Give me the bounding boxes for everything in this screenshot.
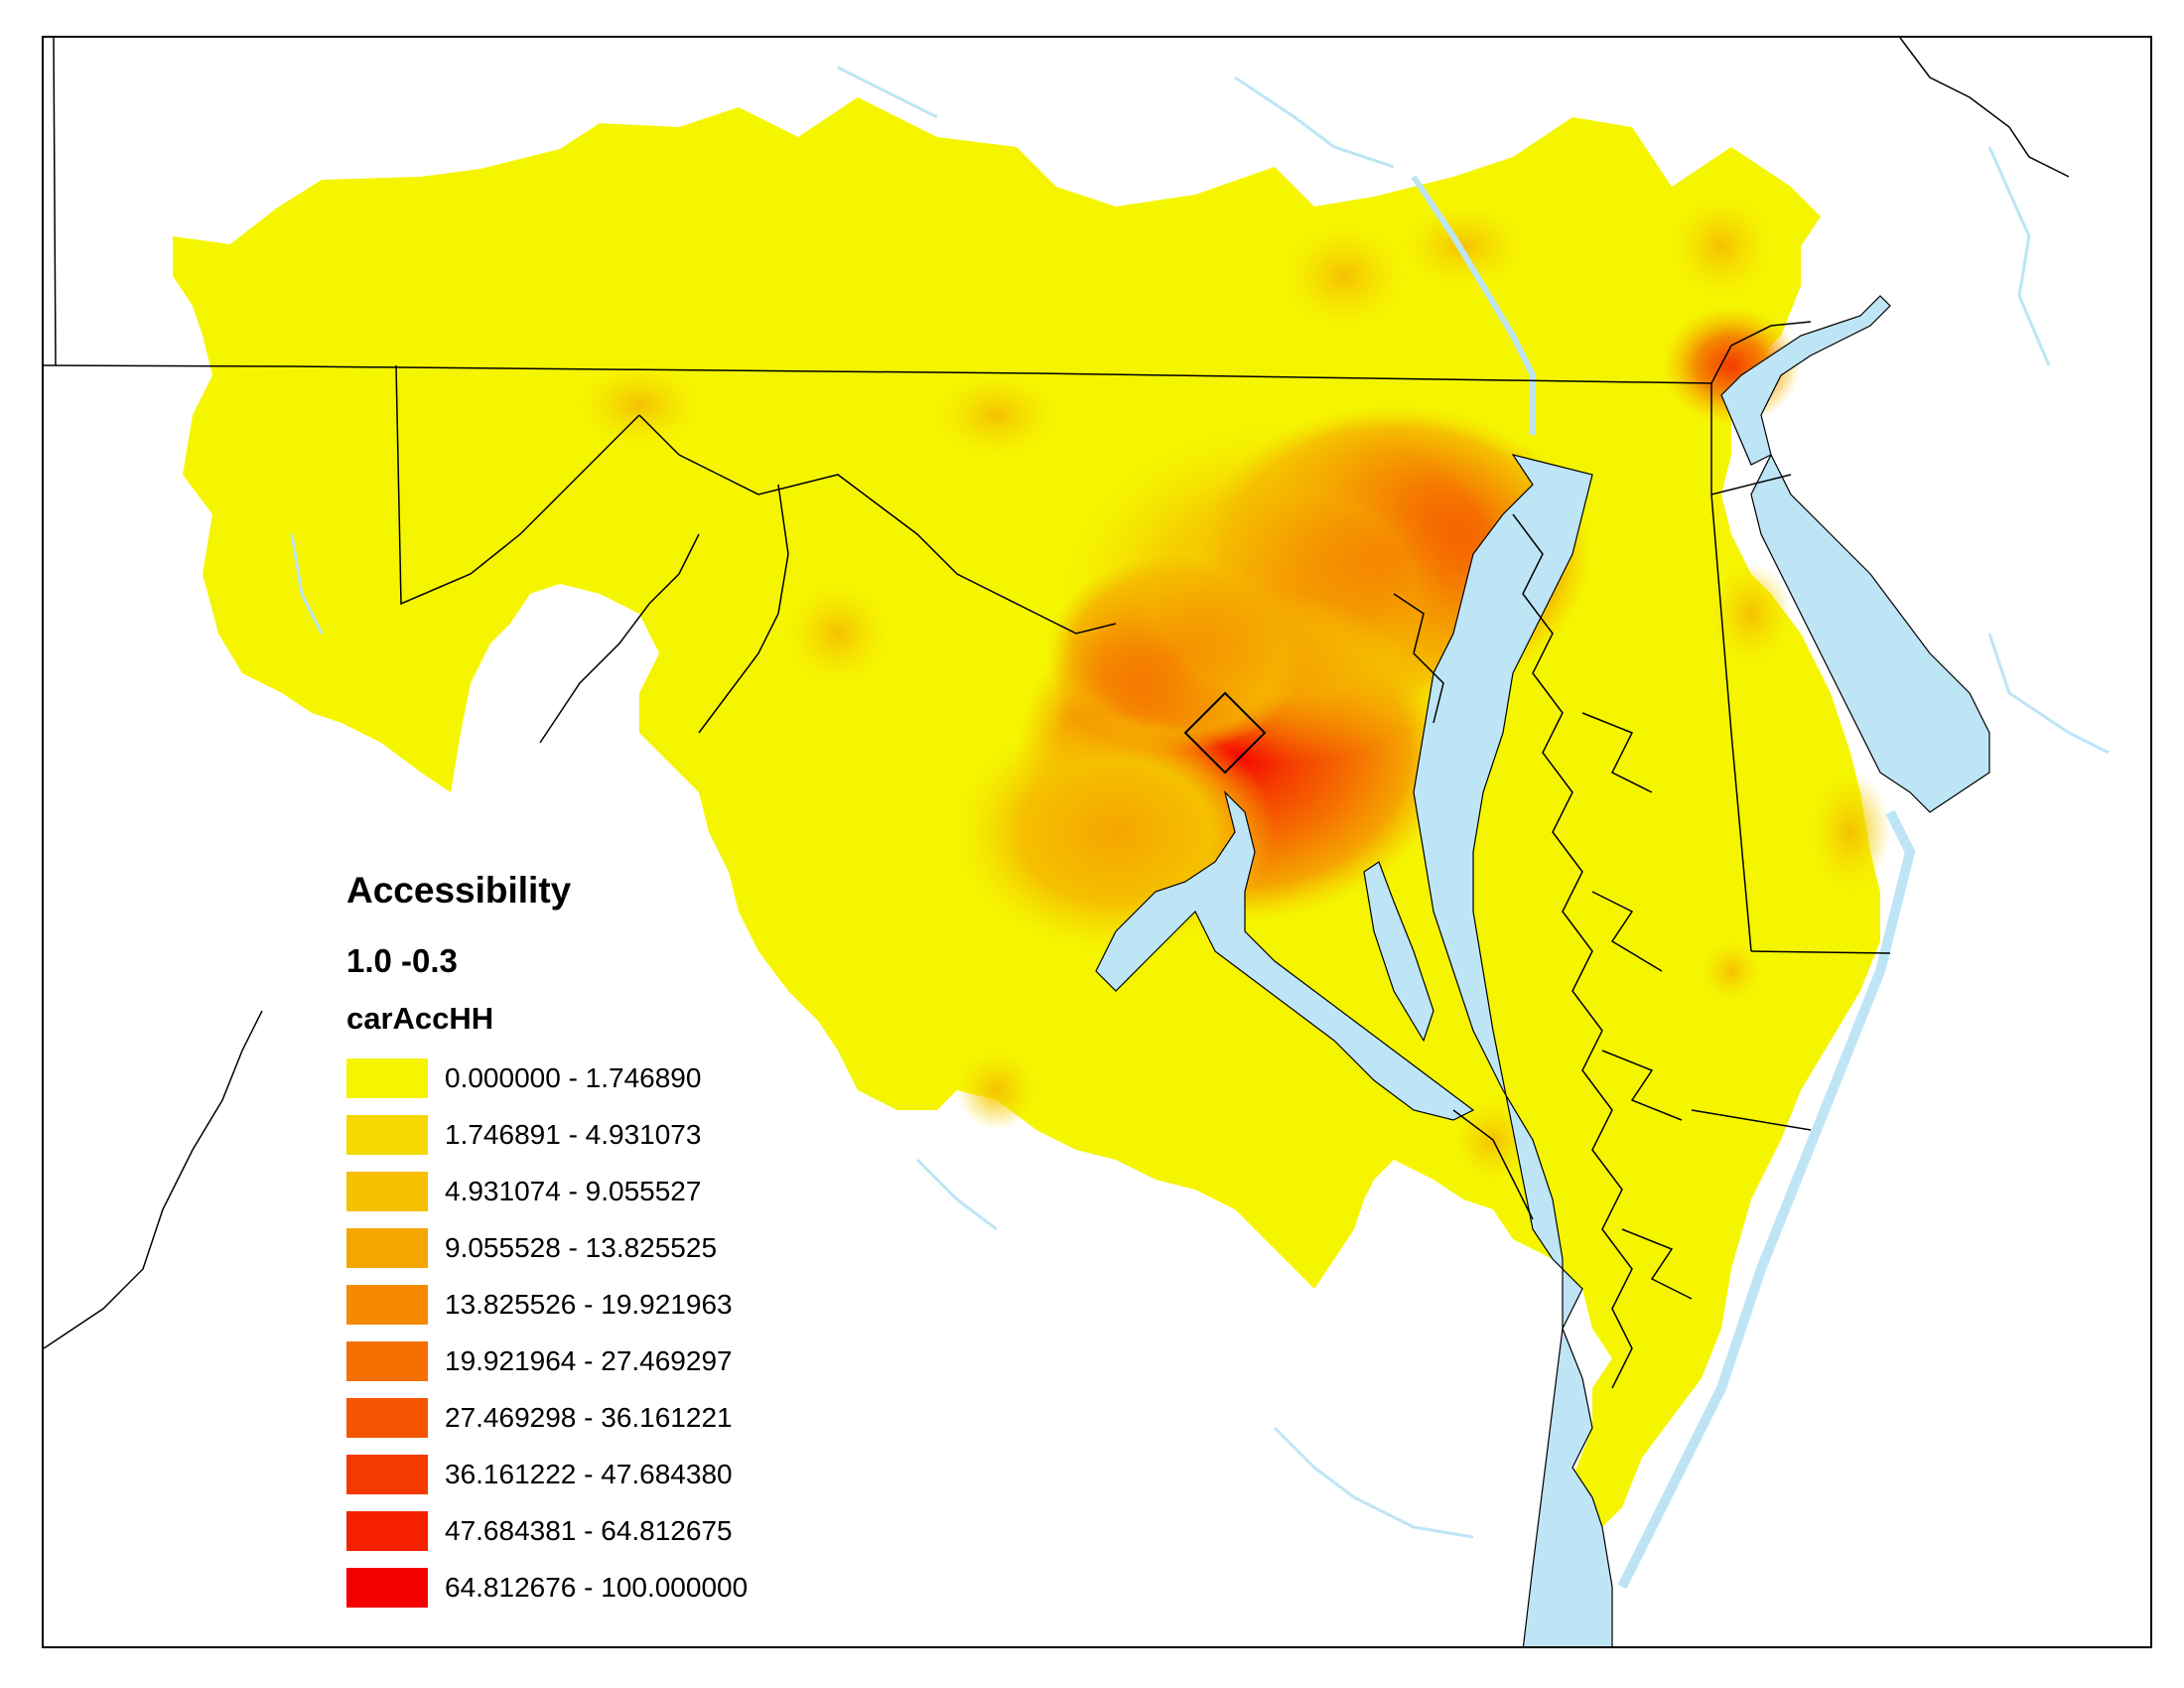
- legend-subtitle: 1.0 -0.3: [346, 942, 458, 979]
- legend-class-label: 36.161222 - 47.684380: [445, 1458, 733, 1489]
- md-de-arc: [1710, 321, 1812, 384]
- legend-swatch: [346, 1510, 428, 1551]
- legend-class-label: 13.825526 - 19.921963: [445, 1288, 733, 1320]
- legend-swatch: [346, 1057, 428, 1098]
- legend-swatch: [346, 1114, 428, 1155]
- legend-class-row: 4.931074 - 9.055527: [346, 1163, 748, 1219]
- northern-pa-boundary: [1899, 38, 2070, 178]
- legend-swatch: [346, 1567, 428, 1608]
- legend-swatch: [346, 1284, 428, 1325]
- legend-class-label: 47.684381 - 64.812675: [445, 1514, 733, 1546]
- delaware-west-border: [1710, 383, 1752, 952]
- legend-swatch: [346, 1454, 428, 1494]
- legend-class-label: 19.921964 - 27.469297: [445, 1344, 733, 1376]
- eastern-shore-inlets: [1393, 513, 1693, 1389]
- mason-dixon-line: [44, 364, 1712, 384]
- legend-swatch: [346, 1227, 428, 1268]
- legend-class-label: 1.746891 - 4.931073: [445, 1118, 702, 1150]
- legend-class-row: 1.746891 - 4.931073: [346, 1106, 748, 1163]
- legend-class-row: 13.825526 - 19.921963: [346, 1276, 748, 1333]
- west-virginia-border: [638, 414, 1117, 634]
- atlantic-coastline: [1617, 809, 1916, 1590]
- legend-class-row: 64.812676 - 100.000000: [346, 1559, 748, 1616]
- legend-class-row: 9.055528 - 13.825525: [346, 1219, 748, 1276]
- delaware-south-border: [1750, 950, 1891, 954]
- water-bodies: [1095, 175, 1990, 1646]
- legend-class-label: 9.055528 - 13.825525: [445, 1231, 718, 1263]
- legend-class-row: 19.921964 - 27.469297: [346, 1333, 748, 1389]
- legend-swatch: [346, 1397, 428, 1438]
- legend-swatch: [346, 1171, 428, 1211]
- legend-swatch: [346, 1340, 428, 1381]
- background-rivers: [290, 66, 2110, 1539]
- legend-title: Accessibility: [346, 870, 572, 911]
- potomac-river: [1095, 790, 1475, 1121]
- legend-class-label: 4.931074 - 9.055527: [445, 1175, 702, 1206]
- legend-class-row: 36.161222 - 47.684380: [346, 1446, 748, 1502]
- state-boundaries: [44, 38, 2070, 1349]
- delaware-bay: [1750, 453, 1990, 813]
- virginia-border-inner: [698, 484, 789, 734]
- legend-class-row: 27.469298 - 36.161221: [346, 1389, 748, 1446]
- legend-field-name: carAccHH: [346, 1001, 494, 1036]
- western-va-boundary: [44, 1010, 263, 1349]
- legend-class-label: 0.000000 - 1.746890: [445, 1061, 702, 1093]
- chesapeake-md-va-border: [1691, 1109, 1812, 1131]
- legend-class-label: 64.812676 - 100.000000: [445, 1571, 749, 1603]
- western-pa-line: [53, 38, 57, 366]
- chesapeake-bay: [1413, 454, 1613, 1646]
- virginia-west-line: [395, 364, 640, 606]
- dc-boundary: [1183, 691, 1267, 774]
- patuxent-river: [1363, 861, 1434, 1043]
- legend-class-row: 0.000000 - 1.746890: [346, 1050, 748, 1106]
- map-frame: Accessibility 1.0 -0.3 carAccHH 0.000000…: [42, 36, 2152, 1648]
- wv-border-lower: [539, 533, 700, 744]
- legend-class-row: 47.684381 - 64.812675: [346, 1502, 748, 1559]
- legend-class-label: 27.469298 - 36.161221: [445, 1401, 733, 1433]
- map-canvas: [44, 38, 2110, 1646]
- susquehanna-river: [1411, 175, 1536, 435]
- legend: Accessibility 1.0 -0.3 carAccHH 0.000000…: [346, 872, 748, 1616]
- delaware-north-border: [1710, 474, 1792, 495]
- delaware-river: [1720, 295, 1891, 466]
- legend-class-list: 0.000000 - 1.746890 1.746891 - 4.931073 …: [346, 1050, 748, 1616]
